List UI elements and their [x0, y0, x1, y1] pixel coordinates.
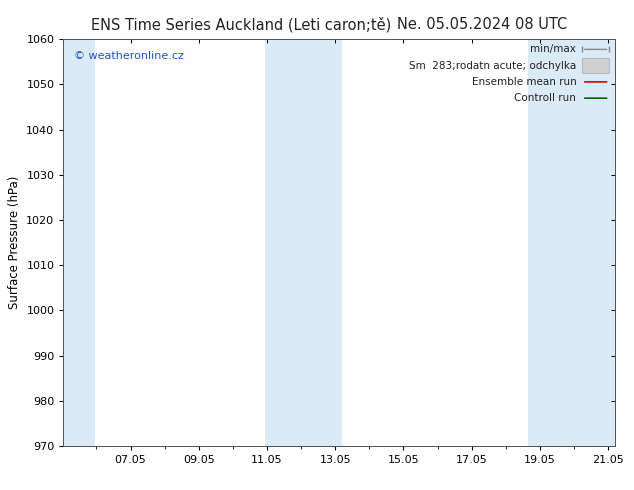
- FancyBboxPatch shape: [582, 58, 609, 73]
- Text: © weatheronline.cz: © weatheronline.cz: [74, 51, 184, 61]
- Bar: [266, 39, 342, 446]
- Text: Ne. 05.05.2024 08 UTC: Ne. 05.05.2024 08 UTC: [397, 17, 567, 32]
- Text: Controll run: Controll run: [515, 93, 576, 103]
- Bar: [63, 39, 94, 446]
- Text: Sm  283;rodatn acute; odchylka: Sm 283;rodatn acute; odchylka: [409, 61, 576, 71]
- Text: Ensemble mean run: Ensemble mean run: [472, 77, 576, 87]
- Text: min/max: min/max: [531, 45, 576, 54]
- Bar: [528, 39, 615, 446]
- Text: ENS Time Series Auckland (Leti caron;tě): ENS Time Series Auckland (Leti caron;tě): [91, 17, 391, 33]
- Y-axis label: Surface Pressure (hPa): Surface Pressure (hPa): [8, 176, 21, 309]
